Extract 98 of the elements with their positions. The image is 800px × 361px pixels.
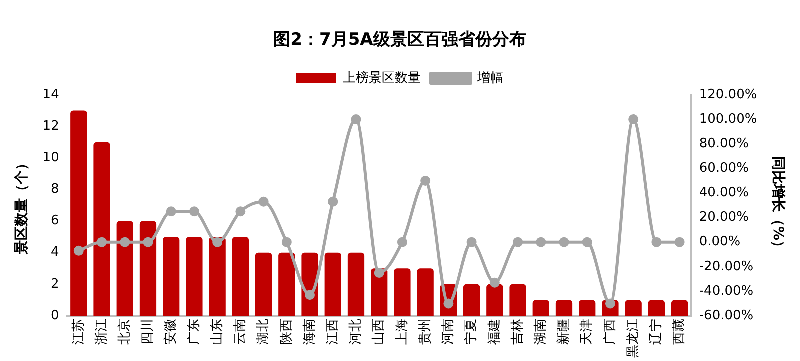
bar	[486, 284, 504, 316]
point	[97, 237, 108, 248]
y2-tick-label: 40.00%	[699, 186, 749, 201]
x-tick-label: 上海	[394, 319, 410, 345]
x-tick-label: 安徽	[162, 319, 179, 345]
bar	[232, 237, 249, 316]
y2-tick-label: 20.00%	[699, 210, 749, 226]
y2-tick-label: -20.00%	[699, 259, 754, 274]
point	[582, 237, 592, 248]
point	[420, 176, 431, 186]
bar	[394, 268, 411, 316]
y-tick-label: 14	[42, 87, 60, 102]
y2-tick-label: 120.00%	[699, 87, 758, 102]
x-tick-label: 湖南	[534, 319, 549, 345]
point	[374, 268, 384, 278]
point	[351, 114, 362, 125]
y-tick-label: 6	[51, 214, 60, 229]
bar	[140, 221, 157, 316]
y2-axis-title: 同比增长（%）	[770, 156, 786, 255]
bar	[163, 237, 180, 316]
point	[466, 237, 477, 248]
y2-tick-label: -40.00%	[699, 284, 754, 299]
bar	[417, 268, 434, 316]
bar	[348, 252, 365, 316]
y-tick-label: 0	[51, 308, 60, 324]
x-tick-label: 浙江	[94, 319, 110, 345]
y-axis-title: 景区数量（个）	[14, 156, 30, 256]
point	[120, 237, 130, 248]
point	[397, 237, 408, 248]
y-tick-label: 8	[51, 182, 60, 198]
chart-title: 图2：7月5A级景区百强省份分布	[272, 29, 528, 51]
point	[328, 196, 338, 207]
x-tick-label: 广东	[186, 319, 202, 345]
x-tick-label: 辽宁	[648, 319, 664, 345]
point	[559, 237, 570, 248]
y2-tick-label: 0.00%	[699, 234, 741, 250]
x-tick-label: 天津	[580, 319, 595, 345]
bar	[209, 237, 226, 316]
bar	[186, 237, 203, 316]
point	[166, 206, 176, 217]
bar	[278, 252, 296, 316]
y2-tick-label: 100.00%	[699, 112, 758, 127]
bar	[556, 300, 573, 316]
bar	[671, 300, 688, 316]
point	[536, 237, 546, 248]
x-tick-label: 江苏	[71, 319, 86, 345]
x-tick-label: 贵州	[418, 319, 433, 345]
x-tick-label: 北京	[117, 319, 132, 345]
y-tick-label: 4	[51, 245, 60, 260]
legend-label: 上榜景区数量	[343, 70, 421, 86]
x-tick-label: 湖北	[256, 319, 272, 345]
x-tick-label: 宁夏	[463, 319, 480, 345]
x-tick-label: 黑龙江	[626, 319, 641, 358]
x-tick-label: 山西	[372, 319, 387, 345]
x-tick-label: 西藏	[672, 319, 688, 345]
x-tick-label: 河南	[441, 319, 456, 345]
y-tick-label: 10	[42, 150, 60, 166]
bar	[648, 300, 666, 316]
legend-label: 增幅	[476, 70, 504, 86]
x-tick-label: 广西	[602, 319, 618, 345]
point	[652, 237, 662, 248]
x-tick-label: 新疆	[556, 319, 572, 345]
point	[236, 206, 246, 217]
x-tick-label: 河北	[348, 319, 364, 345]
point	[305, 290, 316, 300]
bar	[116, 221, 134, 316]
x-tick-label: 山东	[210, 319, 225, 345]
point	[513, 237, 524, 248]
bar	[579, 300, 596, 316]
bar	[532, 300, 550, 316]
y-tick-label: 12	[42, 118, 60, 134]
point	[674, 237, 685, 248]
point	[74, 246, 84, 256]
y-tick-label: 2	[51, 276, 60, 292]
bar	[463, 284, 480, 316]
point	[490, 278, 500, 288]
y2-tick-label: 60.00%	[699, 161, 749, 176]
x-tick-label: 四川	[140, 319, 156, 345]
bar	[94, 142, 110, 316]
point	[258, 196, 269, 207]
y2-tick-label: -60.00%	[699, 308, 754, 324]
bar	[510, 284, 526, 316]
x-tick-label: 吉林	[510, 319, 526, 345]
point	[282, 237, 292, 248]
point	[189, 206, 200, 217]
bar	[70, 110, 88, 316]
point	[628, 114, 639, 125]
bar	[625, 300, 642, 316]
bar	[255, 252, 272, 316]
x-tick-label: 云南	[233, 319, 248, 345]
x-tick-label: 陕西	[279, 319, 294, 345]
bar	[324, 252, 342, 316]
y2-tick-label: 80.00%	[699, 136, 749, 152]
x-tick-label: 海南	[302, 319, 318, 345]
point	[143, 237, 154, 248]
x-tick-label: 福建	[487, 319, 502, 345]
point	[212, 237, 223, 248]
x-tick-label: 江西	[326, 319, 341, 345]
